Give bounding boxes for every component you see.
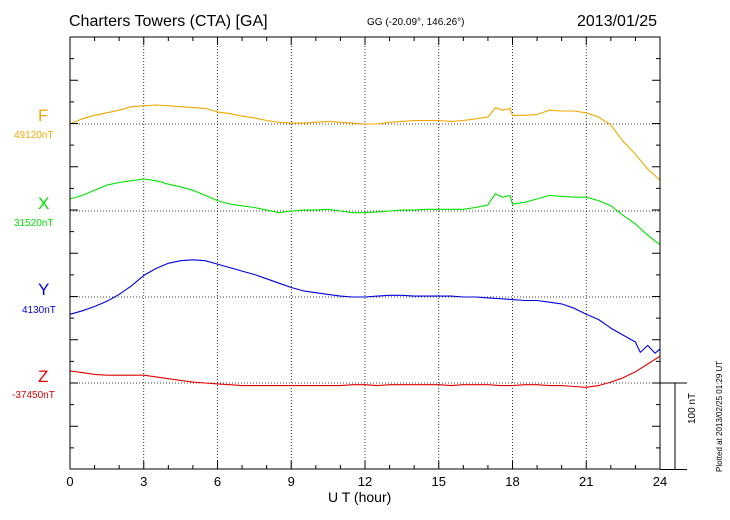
baseline-label-x: 31520nT xyxy=(14,218,54,229)
baseline-label-f: 49120nT xyxy=(14,130,54,141)
series-line-y xyxy=(69,259,661,354)
series-label-z: Z xyxy=(38,367,49,386)
x-tick-label: 0 xyxy=(66,474,73,489)
x-tick-label: 15 xyxy=(432,474,446,489)
series-label-f: F xyxy=(38,106,49,125)
x-tick-label: 24 xyxy=(653,474,667,489)
station-coords: GG (-20.09°, 146.26°) xyxy=(367,17,465,28)
x-tick-label: 9 xyxy=(288,474,295,489)
station-title: Charters Towers (CTA) [GA] xyxy=(69,13,268,30)
series-line-z xyxy=(69,355,661,388)
scale-bar-label: 100 nT xyxy=(687,392,698,424)
x-tick-label: 21 xyxy=(579,474,593,489)
plotted-timestamp: Plotted at 2013/02/25 01:29 UT xyxy=(715,360,724,472)
plot-date: 2013/01/25 xyxy=(577,13,658,30)
series-line-f xyxy=(69,104,661,181)
x-tick-label: 6 xyxy=(214,474,221,489)
series-line-x xyxy=(69,178,661,246)
baseline-label-y: 4130nT xyxy=(22,305,56,316)
x-axis-label: U T (hour) xyxy=(328,489,392,505)
series-label-x: X xyxy=(38,194,50,213)
axis-ticks xyxy=(69,36,661,469)
grid xyxy=(70,37,660,469)
series-label-y: Y xyxy=(38,280,50,299)
x-tick-label: 18 xyxy=(505,474,519,489)
scale-bar xyxy=(660,382,687,470)
series-lines xyxy=(69,104,661,388)
baseline-label-z: -37450nT xyxy=(12,390,55,401)
x-tick-label: 12 xyxy=(358,474,372,489)
x-tick-label: 3 xyxy=(140,474,147,489)
x-tick-labels: 0 3 6 9 12 15 18 21 24 xyxy=(66,474,667,489)
